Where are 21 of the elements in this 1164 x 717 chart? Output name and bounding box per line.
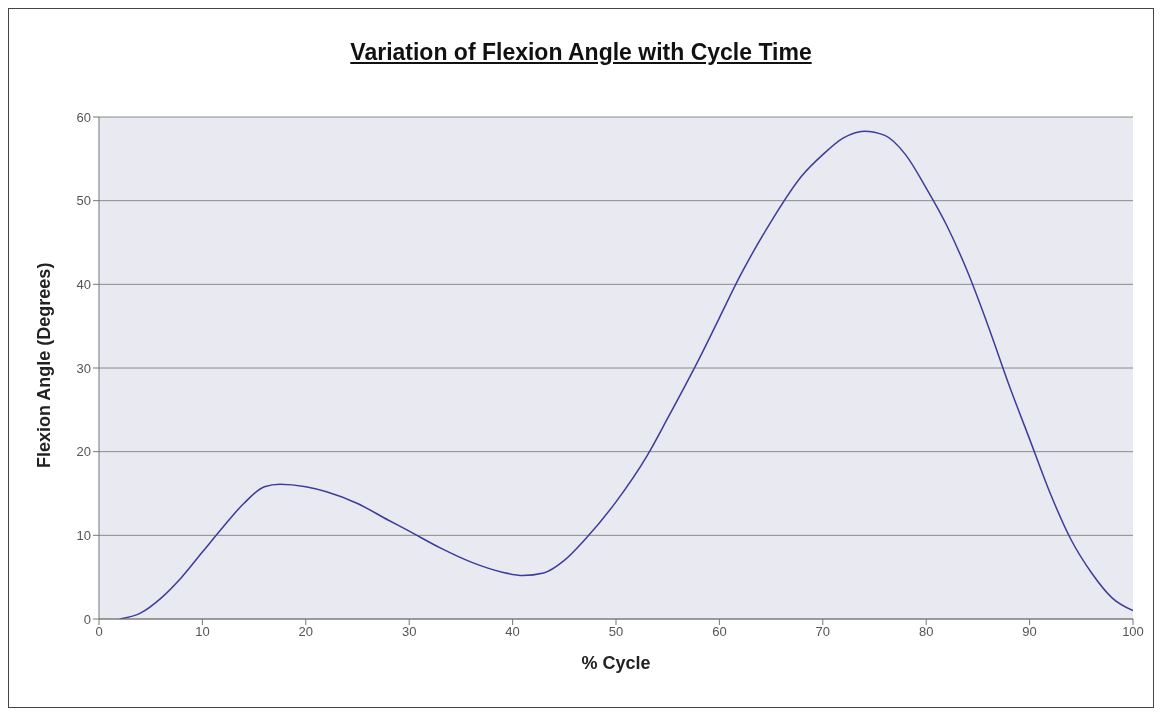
x-tick-label: 80 xyxy=(918,624,934,640)
x-axis-title: % Cycle xyxy=(581,653,651,673)
x-tick-label: 60 xyxy=(712,624,727,640)
x-tick-label: 40 xyxy=(505,624,520,640)
x-tick-label: 10 xyxy=(195,624,210,640)
y-tick-label: 50 xyxy=(76,193,91,209)
x-tick-label: 100 xyxy=(1122,624,1144,640)
y-tick-label: 60 xyxy=(76,109,91,125)
y-tick-label: 10 xyxy=(76,527,91,543)
chart-title: Variation of Flexion Angle with Cycle Time xyxy=(349,39,813,66)
x-tick-label: 0 xyxy=(95,624,103,640)
y-tick-label: 20 xyxy=(76,444,91,460)
x-tick-label: 20 xyxy=(298,624,314,640)
x-tick-label: 50 xyxy=(608,624,624,640)
x-tick-label: 70 xyxy=(815,624,831,640)
y-tick-label: 0 xyxy=(83,611,91,627)
y-tick-label: 40 xyxy=(76,276,91,292)
y-axis-title: Flexion Angle (Degrees) xyxy=(34,262,55,468)
y-tick-label: 30 xyxy=(76,360,91,376)
x-tick-label: 30 xyxy=(401,624,417,640)
x-tick-label: 90 xyxy=(1022,624,1037,640)
